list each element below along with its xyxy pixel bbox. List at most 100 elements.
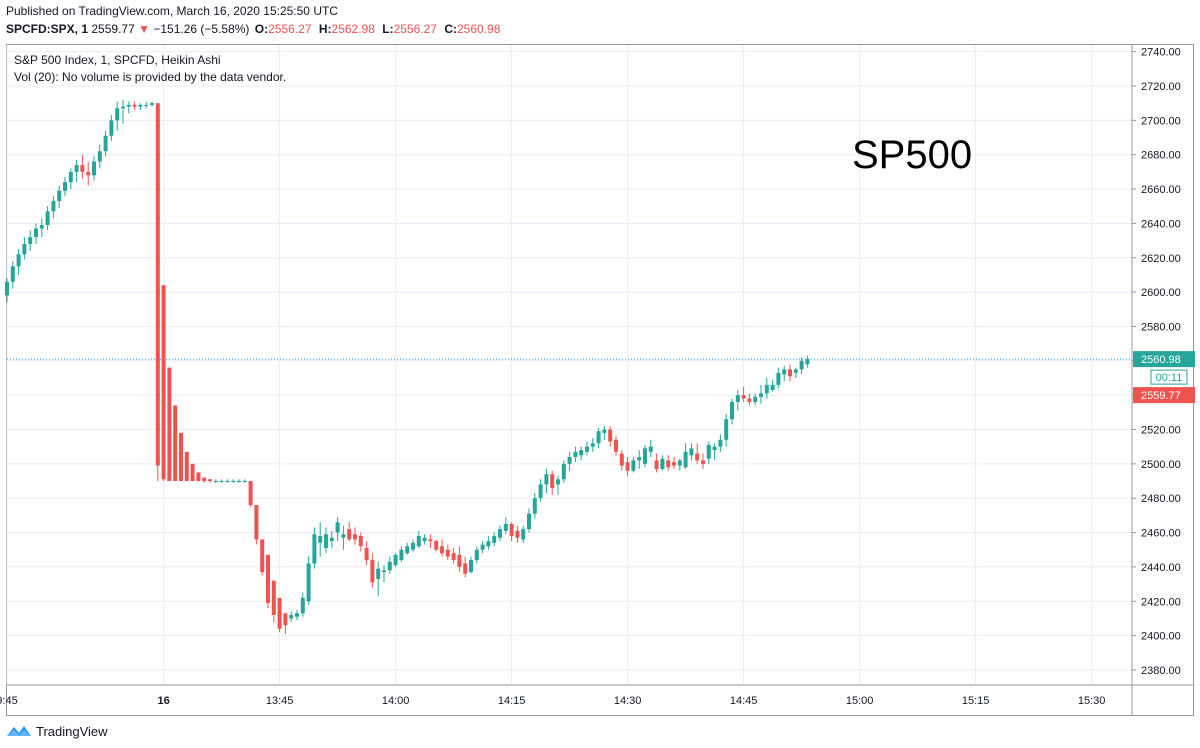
last-price-label: 2559.77 — [1141, 390, 1181, 402]
y-tick-label: 2580.00 — [1141, 321, 1181, 333]
candle-body — [619, 453, 624, 466]
candle-body — [341, 534, 346, 538]
candle-body — [86, 171, 91, 176]
candle-body — [492, 535, 497, 543]
candle-body — [585, 446, 589, 452]
candle-body — [521, 529, 526, 540]
candle-body — [660, 458, 665, 470]
y-tick-label: 2420.00 — [1141, 596, 1181, 608]
candle-body — [631, 460, 636, 471]
candle-body — [759, 393, 763, 397]
x-tick-label: 13:45 — [266, 695, 294, 707]
candle-body — [718, 439, 723, 447]
candle-body — [689, 448, 694, 456]
candle-body — [440, 546, 444, 554]
candle-body — [805, 359, 810, 365]
x-tick-label: 14:15 — [498, 695, 526, 707]
candle-body — [648, 446, 653, 452]
y-tick-label: 2620.00 — [1141, 253, 1181, 265]
candle-body — [300, 597, 305, 614]
close-price-label-bg — [1133, 351, 1195, 368]
y-tick-label: 2380.00 — [1141, 665, 1181, 677]
candle-body — [5, 281, 9, 296]
candle-body — [793, 369, 798, 373]
candle-body — [179, 432, 183, 482]
candle-body — [509, 523, 514, 536]
candle-body — [474, 549, 479, 561]
candle-body — [289, 614, 294, 619]
candle-body — [144, 104, 149, 106]
brand-name: TradingView — [36, 723, 108, 739]
candle-body — [486, 541, 491, 547]
candle-body — [776, 372, 781, 385]
candle-body — [161, 285, 166, 480]
x-tick-label: 15:00 — [846, 695, 874, 707]
candle-body — [573, 451, 578, 457]
candle-body — [22, 244, 27, 255]
candle-body — [515, 530, 520, 538]
candle-body — [701, 460, 705, 464]
candle-body — [556, 479, 560, 485]
candle-body — [382, 570, 386, 573]
x-tick-label: 14:45 — [730, 695, 758, 707]
candle-body — [590, 443, 595, 447]
candle-body — [138, 104, 143, 107]
candle-body — [770, 384, 775, 390]
low-value: 2556.27 — [393, 22, 437, 36]
candle-body — [10, 266, 15, 282]
x-tick-label: 16 — [157, 695, 169, 707]
y-tick-label: 2600.00 — [1141, 287, 1181, 299]
candle-body — [422, 537, 427, 542]
candle-body — [254, 505, 259, 540]
candle-body — [324, 534, 328, 549]
y-tick-label: 2740.00 — [1141, 47, 1181, 59]
candle-body — [260, 539, 265, 573]
candle-body — [28, 237, 33, 245]
x-tick-label: 15:15 — [962, 695, 990, 707]
candle-body — [266, 554, 270, 603]
footer[interactable]: TradingView — [6, 720, 108, 742]
candle-body — [329, 537, 334, 542]
candle-body — [602, 429, 607, 433]
symbol-name: SPCFD:SPX, 1 — [6, 22, 89, 36]
candle-body — [579, 450, 584, 456]
candle-body — [550, 474, 555, 488]
candle-body — [97, 151, 102, 162]
candle-body — [370, 560, 375, 583]
candle-body — [347, 529, 352, 540]
volume-legend: Vol (20): No volume is provided by the d… — [14, 70, 287, 84]
candle-body — [202, 477, 207, 482]
candle-body — [672, 462, 676, 466]
candle-body — [39, 225, 44, 229]
candle-body — [387, 561, 392, 571]
candle-body — [666, 460, 671, 468]
candle-body — [706, 444, 711, 459]
candle-body — [538, 484, 543, 499]
y-tick-label: 2640.00 — [1141, 218, 1181, 230]
high-value: 2562.98 — [331, 22, 375, 36]
candle-body — [353, 534, 357, 540]
candle-body — [753, 396, 758, 403]
y-tick-label: 2700.00 — [1141, 115, 1181, 127]
candle-body — [358, 535, 363, 547]
y-tick-label: 2400.00 — [1141, 631, 1181, 643]
candle-body — [532, 498, 537, 514]
close-value: 2560.98 — [456, 22, 501, 36]
candle-body — [463, 563, 468, 574]
low-label: L: — [382, 22, 394, 36]
open-label: O: — [254, 22, 269, 36]
candle-body — [208, 479, 212, 482]
x-tick-label: 15:30 — [1078, 695, 1106, 707]
candle-body — [782, 369, 787, 375]
candle-body — [596, 431, 601, 444]
x-tick-label: 9:45 — [0, 695, 18, 707]
candle-body — [318, 535, 323, 543]
candle-body — [132, 104, 137, 107]
candle-body — [393, 554, 398, 566]
candle-body — [115, 108, 120, 121]
candle-body — [231, 481, 236, 483]
candle-body — [92, 161, 96, 176]
down-arrow-icon: ▼ — [138, 22, 150, 36]
series-legend: S&P 500 Index, 1, SPCFD, Heikin Ashi — [14, 53, 221, 67]
